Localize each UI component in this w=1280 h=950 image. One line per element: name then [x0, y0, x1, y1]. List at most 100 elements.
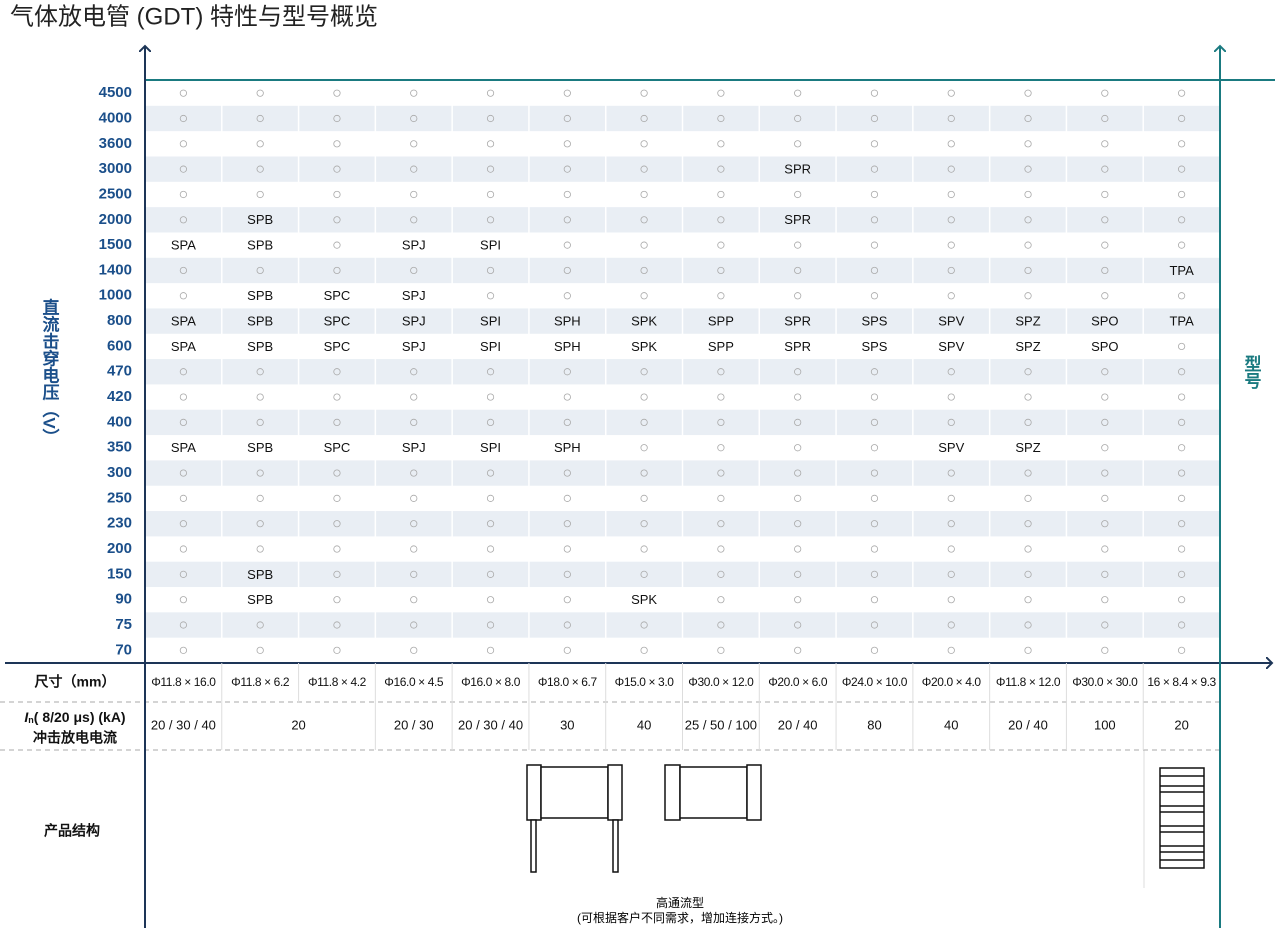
y-tick-label: 600 — [107, 337, 132, 354]
empty-marker — [1101, 190, 1109, 199]
empty-marker — [486, 368, 495, 376]
empty-marker — [870, 114, 879, 123]
model-label: SPB — [247, 212, 273, 227]
model-label: SPI — [480, 238, 501, 253]
size-label: 16 × 8.4 × 9.3 — [1147, 675, 1216, 689]
empty-marker — [1101, 216, 1109, 224]
empty-marker — [179, 621, 187, 629]
empty-marker — [1101, 266, 1109, 275]
empty-marker — [640, 570, 648, 578]
empty-marker — [1178, 646, 1186, 654]
empty-marker — [794, 494, 802, 502]
current-text: ( 8/20 μs) (kA) — [34, 709, 126, 725]
size-label: Φ11.8 × 16.0 — [151, 675, 216, 689]
empty-marker — [947, 545, 955, 553]
empty-marker — [1178, 342, 1186, 351]
empty-marker — [486, 140, 495, 148]
empty-marker — [179, 418, 187, 427]
y-axis-label: 直流击穿电压（V） — [40, 297, 60, 445]
size-label: Φ11.8 × 12.0 — [996, 675, 1061, 689]
size-label: Φ24.0 × 10.0 — [842, 675, 908, 689]
empty-marker — [1178, 216, 1186, 224]
model-label: SPS — [861, 339, 887, 354]
empty-marker — [947, 165, 955, 173]
empty-marker — [179, 469, 187, 477]
empty-marker — [563, 596, 571, 604]
empty-marker — [717, 444, 725, 452]
empty-marker — [1024, 520, 1032, 528]
empty-marker — [1024, 418, 1032, 427]
empty-marker — [179, 292, 187, 300]
model-label: SPI — [480, 339, 501, 354]
structure-drawings — [526, 764, 1205, 873]
note-text: (可根据客户不同需求，增加连接方式。) — [577, 910, 783, 925]
lead — [612, 819, 619, 873]
empty-marker — [333, 140, 341, 148]
empty-marker — [256, 89, 264, 97]
empty-marker — [1101, 494, 1109, 502]
empty-marker — [1178, 368, 1186, 376]
empty-marker — [717, 469, 725, 477]
empty-marker — [947, 368, 955, 376]
note-title: 高通流型 — [656, 895, 704, 910]
body — [540, 766, 609, 819]
empty-marker — [410, 494, 418, 502]
empty-marker — [1024, 368, 1032, 376]
empty-marker — [179, 570, 187, 578]
empty-marker — [1024, 545, 1032, 553]
merged-cell-cover — [683, 703, 759, 749]
model-label: SPJ — [402, 288, 426, 303]
empty-marker — [947, 646, 955, 654]
cap — [526, 764, 542, 821]
empty-marker — [486, 621, 495, 629]
empty-marker — [563, 140, 571, 148]
empty-marker — [1024, 570, 1032, 578]
empty-marker — [256, 520, 264, 528]
empty-marker — [563, 646, 571, 654]
y-tick-label: 250 — [107, 489, 132, 506]
empty-marker — [1178, 596, 1186, 604]
empty-marker — [717, 89, 725, 97]
model-label: SPB — [247, 592, 273, 607]
y-tick-label: 400 — [107, 413, 132, 430]
empty-marker — [1024, 89, 1032, 97]
empty-marker — [640, 469, 648, 477]
structure-label: 产品结构 — [44, 823, 100, 839]
empty-marker — [256, 418, 264, 427]
size-label: Φ30.0 × 30.0 — [1072, 675, 1138, 689]
empty-marker — [947, 494, 955, 502]
y-tick-label: 90 — [115, 591, 132, 608]
model-label: SPC — [324, 314, 351, 329]
right-axis-label: 型号 — [1242, 354, 1262, 390]
empty-marker — [179, 190, 187, 199]
empty-marker — [794, 621, 802, 629]
empty-marker — [410, 646, 418, 654]
empty-marker — [717, 368, 725, 376]
empty-marker — [333, 520, 341, 528]
empty-marker — [256, 165, 264, 173]
current-value: 30 — [560, 717, 574, 732]
empty-marker — [333, 469, 341, 477]
empty-marker — [486, 570, 495, 578]
empty-marker — [1101, 368, 1109, 376]
empty-marker — [870, 216, 879, 224]
empty-marker — [486, 190, 495, 199]
y-tick-label: 300 — [107, 464, 132, 481]
model-label: SPJ — [402, 440, 426, 455]
y-tick-label: 70 — [115, 641, 132, 658]
y-tick-label: 1500 — [99, 236, 132, 253]
empty-marker — [333, 114, 341, 123]
empty-marker — [256, 545, 264, 553]
empty-marker — [179, 140, 187, 148]
model-label: SPZ — [1015, 339, 1040, 354]
empty-marker — [717, 266, 725, 275]
current-subscript: n — [28, 715, 34, 725]
model-label: SPK — [631, 592, 657, 607]
empty-marker — [179, 596, 187, 604]
current-value: 20 / 30 / 40 — [458, 717, 523, 732]
empty-marker — [947, 89, 955, 97]
empty-marker — [717, 114, 725, 123]
empty-marker — [794, 520, 802, 528]
current-value: 100 — [1094, 717, 1116, 732]
empty-marker — [1101, 545, 1109, 553]
